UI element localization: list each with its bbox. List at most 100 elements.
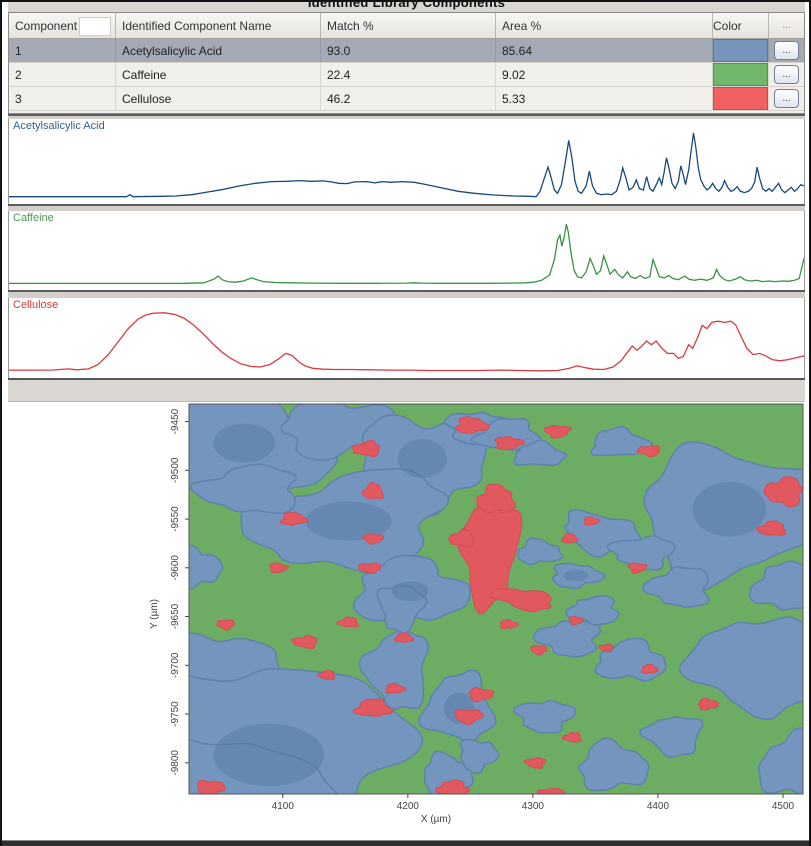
column-header-3[interactable]: Area % <box>496 13 713 38</box>
map-plot-border <box>188 403 804 795</box>
map-patch-cellulose-red <box>358 562 382 574</box>
map-blob-acetylsalicylic-blue <box>459 738 500 775</box>
component-row-2[interactable]: 2 Caffeine 22.4 9.02... <box>9 63 804 87</box>
component-row-3[interactable]: 3 Cellulose 46.2 5.33... <box>9 87 804 111</box>
map-patch-cellulose-red <box>476 483 517 514</box>
browse-cell: ... <box>769 39 804 62</box>
spectrum-panel-cellulose[interactable]: Cellulose <box>8 298 805 378</box>
table-body: 1 Acetylsalicylic Acid 93.0 85.64... 2 Caffei… <box>9 39 804 111</box>
map-blob-acetylsalicylic-blue <box>606 535 676 571</box>
spectrum-plot[interactable] <box>9 298 804 378</box>
column-header-0[interactable]: Component # <box>9 13 116 38</box>
map-patch-cellulose-red <box>536 787 566 794</box>
y-tick-label: -9800 <box>170 750 181 776</box>
map-patch-cellulose-red <box>316 669 336 680</box>
area-percent-cell: 9.02 <box>496 63 713 86</box>
spectrum-label: Caffeine <box>13 212 54 224</box>
map-patch-cellulose-red <box>627 562 648 574</box>
color-cell <box>713 39 769 62</box>
map-patch-cellulose-red <box>385 682 407 694</box>
spectrum-line <box>9 132 804 198</box>
color-browse-button[interactable]: ... <box>774 65 799 84</box>
map-patch-cellulose-red <box>351 439 380 458</box>
map-patch-cellulose-red <box>568 615 584 626</box>
pane-separator-2 <box>8 204 805 211</box>
map-patch-cellulose-red <box>268 562 290 574</box>
panel-title-clipped: Identified Library Components <box>8 2 805 12</box>
color-swatch[interactable] <box>713 63 768 86</box>
column-header-5[interactable]: ... <box>782 20 791 31</box>
panel-title-text: Identified Library Components <box>307 2 506 10</box>
map-blob-acetylsalicylic-blue <box>641 566 710 608</box>
spectrum-panel-caffeine[interactable]: Caffeine <box>8 211 805 290</box>
pane-splitter[interactable] <box>8 378 805 402</box>
column-header-2[interactable]: Match % <box>321 13 496 38</box>
x-tick-label: 4400 <box>647 801 670 812</box>
map-blob-acetylsalicylic-blue <box>551 562 606 590</box>
map-blob-acetylsalicylic-blue <box>513 439 568 467</box>
map-patch-cellulose-red <box>361 481 385 500</box>
x-tick-label: 4200 <box>397 801 420 812</box>
map-blob-acetylsalicylic-blue <box>512 700 576 734</box>
match-percent-cell: 46.2 <box>321 87 496 110</box>
map-blob-acetylsalicylic-blue <box>678 616 803 721</box>
chemical-map-pane: 4100 4200 4300 4400 4500 -9450 -9500 -9550 -9600… <box>8 402 805 840</box>
pane-separator-3 <box>8 290 805 298</box>
browse-cell: ... <box>769 63 804 86</box>
map-patch-cellulose-red <box>530 645 548 656</box>
x-tick-label: 4500 <box>772 801 795 812</box>
map-patch-cellulose-red <box>435 779 471 794</box>
color-browse-button[interactable]: ... <box>774 89 799 108</box>
color-swatch[interactable] <box>713 87 768 110</box>
map-patch-cellulose-red <box>561 732 582 743</box>
component-number-cell: 1 <box>9 39 116 62</box>
chemical-image-map[interactable]: 4100 4200 4300 4400 4500 -9450 -9500 -9550 -9600… <box>8 402 805 840</box>
match-percent-cell: 22.4 <box>321 63 496 86</box>
map-patch-cellulose-red <box>280 512 310 526</box>
y-tick-label: -9650 <box>170 603 181 629</box>
component-row-1[interactable]: 1 Acetylsalicylic Acid 93.0 85.64... <box>9 39 804 63</box>
x-axis-title: X (µm) <box>421 814 451 825</box>
map-blob-acetylsalicylic-blue <box>240 468 450 574</box>
map-image-layer <box>189 404 803 794</box>
map-blob-acetylsalicylic-blue <box>577 737 650 792</box>
y-tick-label: -9600 <box>170 555 181 581</box>
column-header-1[interactable]: Identified Component Name <box>116 13 321 38</box>
map-blob-shade <box>305 501 392 541</box>
bottom-splitter-bar[interactable] <box>2 840 809 846</box>
spectrum-panel-acetylsalicylic-acid[interactable]: Acetylsalicylic Acid <box>8 119 805 204</box>
map-blob-acetylsalicylic-blue <box>376 584 428 635</box>
spectrum-plot[interactable] <box>9 211 804 290</box>
color-browse-button[interactable]: ... <box>774 41 799 60</box>
map-patch-cellulose-red <box>290 634 318 650</box>
map-patch-cellulose-red <box>641 663 659 674</box>
map-blob-acetylsalicylic-blue <box>358 628 430 710</box>
map-blob-acetylsalicylic-blue <box>643 441 803 593</box>
map-patch-cellulose-red <box>697 697 720 711</box>
column-header-4[interactable]: Color <box>713 13 769 38</box>
browse-cell: ... <box>769 87 804 110</box>
map-blob-acetylsalicylic-blue <box>532 620 602 658</box>
map-patch-cellulose-red <box>488 588 552 613</box>
map-patch-cellulose-red <box>196 779 226 794</box>
spectrum-plot[interactable] <box>9 119 804 204</box>
map-blob-shade <box>692 482 767 537</box>
match-percent-cell: 93.0 <box>321 39 496 62</box>
map-blob-acetylsalicylic-blue <box>757 727 803 794</box>
map-blob-shade <box>213 723 325 787</box>
component-name-cell: Caffeine <box>116 63 321 86</box>
map-patch-cellulose-red <box>455 416 490 434</box>
color-swatch[interactable] <box>713 39 768 62</box>
map-patch-cellulose-red <box>336 616 360 628</box>
map-patch-cellulose-red <box>448 528 475 548</box>
map-patch-cellulose-red <box>499 619 519 630</box>
map-patch-cellulose-red <box>362 533 385 545</box>
map-patch-cellulose-red <box>636 445 661 458</box>
map-blob-acetylsalicylic-blue <box>590 426 653 457</box>
map-blob-shade <box>213 423 275 463</box>
map-patch-cellulose-red <box>494 436 526 451</box>
y-tick-label: -9700 <box>170 652 181 678</box>
spectrum-label: Cellulose <box>13 299 59 311</box>
table-header-row: Component # Identified Component Name Matc… <box>9 13 804 39</box>
